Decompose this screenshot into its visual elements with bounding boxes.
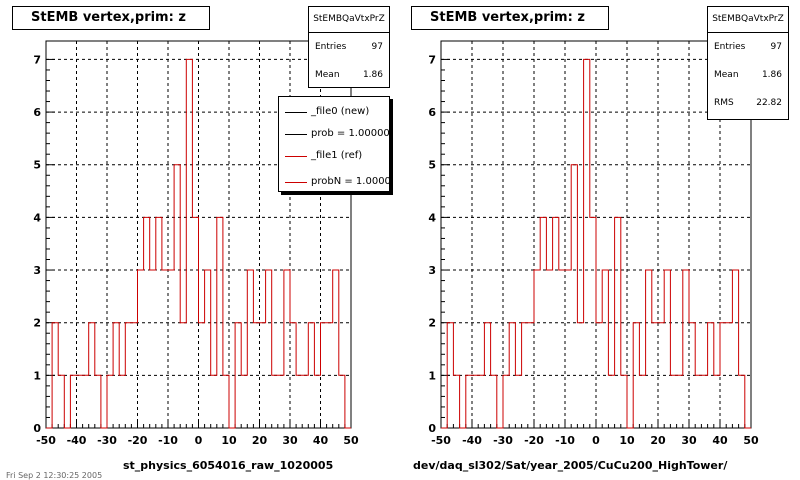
x-tick-label: 50 [343,434,359,447]
stats-value: 1.86 [362,70,383,80]
x-tick-label: 20 [650,434,666,447]
legend-label: probN = 1.000000 [311,176,390,187]
histogram-series-line [441,58,751,429]
y-tick-label: 5 [428,159,436,172]
y-tick-label: 7 [33,53,41,66]
y-tick-label: 4 [33,211,41,224]
x-tick-label: -30 [493,434,513,447]
legend-line [285,156,307,157]
y-tick-label: 2 [33,317,41,330]
stats-label: RMS [714,98,734,108]
legend-label: _file0 (new) [311,106,370,117]
y-tick-label: 3 [428,264,436,277]
stats-label: Mean [315,70,340,80]
y-tick-label: 0 [33,422,41,435]
legend-entry-file0: _file0 (new) [279,99,389,125]
x-tick-label: -10 [158,434,178,447]
legend-box: _file0 (new) prob = 1.000000 _file1 (ref… [278,96,390,192]
y-tick-label: 5 [33,159,41,172]
stats-value: 97 [770,42,782,52]
legend-entry-file1: _file1 (ref) [279,143,389,169]
x-tick-label: -50 [36,434,56,447]
panel-title-left: StEMB vertex,prim: z [12,6,210,30]
legend-entry-probN: probN = 1.000000 [279,169,390,191]
y-tick-label: 1 [33,369,41,382]
x-axis-label-right: dev/daq_sl302/Sat/year_2005/CuCu200_High… [413,459,728,472]
legend-line [285,112,307,113]
x-tick-label: -20 [524,434,544,447]
stats-label: Entries [315,42,347,52]
x-tick-label: -50 [431,434,451,447]
legend-label: _file1 (ref) [311,150,363,161]
y-tick-label: 6 [428,106,436,119]
x-tick-label: 20 [252,434,268,447]
x-tick-label: 0 [592,434,600,447]
stats-row-mean: Mean 1.86 [708,61,788,89]
x-tick-label: 10 [619,434,635,447]
stats-row-entries: Entries 97 [708,33,788,61]
y-tick-label: 4 [428,211,436,224]
stats-box-left: StEMBQaVtxPrZ Entries 97 Mean 1.86 [308,6,390,88]
panel-title-right: StEMB vertex,prim: z [411,6,609,30]
stats-row-rms: RMS 22.82 [708,89,788,117]
y-tick-label: 3 [33,264,41,277]
x-tick-label: 10 [221,434,237,447]
y-tick-label: 2 [428,317,436,330]
legend-line [285,182,307,183]
x-tick-label: -20 [128,434,148,447]
stats-value: 97 [371,42,383,52]
stats-value: 22.82 [756,98,782,108]
stats-box-name: StEMBQaVtxPrZ [708,7,788,33]
x-axis-label-left: st_physics_6054016_raw_1020005 [123,459,334,472]
x-tick-label: 30 [282,434,298,447]
x-tick-label: 40 [712,434,728,447]
y-tick-label: 1 [428,369,436,382]
stats-label: Mean [714,70,739,80]
legend-label: prob = 1.000000 [311,128,390,139]
stats-row-mean: Mean 1.86 [309,61,389,89]
x-tick-label: 30 [681,434,697,447]
x-tick-label: 50 [743,434,759,447]
legend-entry-prob: prob = 1.000000 [279,125,389,143]
stats-row-entries: Entries 97 [309,33,389,61]
x-tick-label: -40 [462,434,482,447]
x-tick-label: 40 [313,434,329,447]
timestamp-footnote: Fri Sep 2 12:30:25 2005 [6,471,103,480]
y-tick-label: 7 [428,53,436,66]
stats-box-right: StEMBQaVtxPrZ Entries 97 Mean 1.86 RMS 2… [707,6,789,120]
stats-value: 1.86 [761,70,782,80]
y-tick-label: 0 [428,422,436,435]
y-tick-label: 6 [33,106,41,119]
histogram-series-line [46,58,351,429]
x-tick-label: -30 [97,434,117,447]
legend-line [285,134,307,135]
stats-box-name: StEMBQaVtxPrZ [309,7,389,33]
x-tick-label: 0 [195,434,203,447]
stats-label: Entries [714,42,746,52]
x-tick-label: -10 [555,434,575,447]
x-tick-label: -40 [67,434,87,447]
